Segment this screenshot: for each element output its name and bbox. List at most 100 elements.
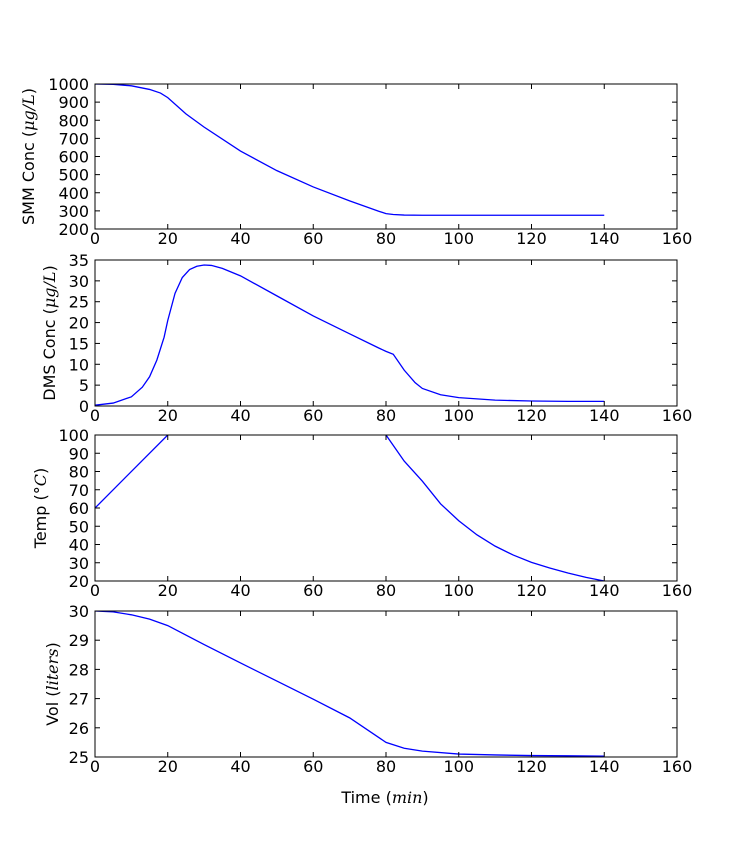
temp-xtick-label: 140 (589, 581, 620, 600)
temp-ytick-label: 70 (69, 481, 89, 500)
dms-ytick-label: 35 (69, 251, 89, 270)
dms-ytick-label: 30 (69, 272, 89, 291)
dms-ytick-label: 10 (69, 355, 89, 374)
temp-xtick-label: 0 (90, 581, 100, 600)
temp-ylabel-text: Temp (31, 506, 50, 550)
smm-ytick-label: 500 (58, 166, 89, 185)
temp-series-line-1 (385, 435, 605, 581)
smm-xtick-label: 140 (589, 229, 620, 248)
smm-plot-frame (94, 83, 678, 230)
temp-ytick-label: 60 (69, 499, 89, 518)
dms-xtick-label: 80 (376, 406, 396, 425)
smm-ytick-label: 700 (58, 129, 89, 148)
vol-xtick-label: 40 (230, 757, 250, 776)
temp-xtick-label: 80 (376, 581, 396, 600)
vol-series-line-0 (95, 611, 605, 757)
vol-xlabel-text: Time (340, 788, 380, 807)
dms-xtick-label: 20 (158, 406, 178, 425)
vol-ytick-label: 27 (69, 690, 89, 709)
smm-ylabel-unit: μg/L (19, 94, 38, 131)
smm-panel: 0 20 40 60 80 100 120 140 160 2003004005006007008… (19, 75, 693, 248)
smm-xtick-label: 100 (443, 229, 474, 248)
vol-ytick-label: 26 (69, 719, 89, 738)
smm-ytick-label: 300 (58, 202, 89, 221)
vol-xlabel-paren-close: ) (422, 788, 428, 807)
vol-xtick-label: 100 (443, 757, 474, 776)
smm-xtick-label: 60 (303, 229, 323, 248)
temp-ytick-label: 90 (69, 444, 89, 463)
vol-xlabel-paren-open: ( (380, 788, 391, 807)
temp-xtick-label: 160 (662, 581, 693, 600)
vol-ylabel-paren-open: ( (43, 690, 62, 701)
dms-xtick-label: 120 (516, 406, 547, 425)
dms-ylabel-paren-close: ) (40, 265, 59, 271)
vol-xtick-label: 60 (303, 757, 323, 776)
temp-ytick-label: 30 (69, 554, 89, 573)
smm-ytick-label: 200 (58, 220, 89, 239)
dms-xtick-label: 0 (90, 406, 100, 425)
vol-ytick-label: 30 (69, 602, 89, 621)
smm-ytick-label: 600 (58, 148, 89, 167)
dms-ylabel-text: DMS Conc (40, 319, 59, 400)
dms-xtick-label: 40 (230, 406, 250, 425)
vol-xtick-label: 0 (90, 757, 100, 776)
dms-ytick-label: 0 (79, 397, 89, 416)
temp-ylabel: Temp (°C) (31, 468, 50, 549)
dms-ylabel-paren-open: ( (40, 308, 59, 319)
smm-ytick-label: 800 (58, 111, 89, 130)
temp-ylabel-unit: °C (31, 474, 50, 494)
vol-ytick-label: 28 (69, 660, 89, 679)
temp-ylabel-paren-close: ) (31, 468, 50, 474)
temp-series-line-0 (95, 435, 169, 509)
dms-xtick-label: 160 (662, 406, 693, 425)
vol-xtick-label: 20 (158, 757, 178, 776)
vol-ytick-label: 25 (69, 748, 89, 767)
smm-xtick-label: 0 (90, 229, 100, 248)
temp-xtick-label: 60 (303, 581, 323, 600)
vol-xtick-label: 140 (589, 757, 620, 776)
temp-xtick-label: 120 (516, 581, 547, 600)
vol-ytick-label: 29 (69, 631, 89, 650)
smm-ytick-label: 1000 (48, 75, 89, 94)
vol-xlabel-unit: min (392, 788, 423, 807)
vol-ylabel-unit: liters (43, 648, 62, 690)
temp-xtick-label: 100 (443, 581, 474, 600)
smm-ytick-label: 400 (58, 184, 89, 203)
dms-plot-frame (94, 259, 678, 407)
dms-xtick-label: 60 (303, 406, 323, 425)
temp-ytick-label: 80 (69, 463, 89, 482)
temp-ytick-label: 20 (69, 572, 89, 591)
smm-ylabel: SMM Conc (μg/L) (19, 88, 38, 225)
temp-ytick-label: 100 (58, 426, 89, 445)
dms-ylabel: DMS Conc (μg/L) (40, 265, 59, 401)
temp-xtick-label: 20 (158, 581, 178, 600)
vol-xtick-label: 160 (662, 757, 693, 776)
smm-xtick-label: 80 (376, 229, 396, 248)
temp-ylabel-paren-open: ( (31, 494, 50, 505)
vol-ylabel-paren-close: ) (43, 642, 62, 648)
vol-xlabel: Time (min) (340, 788, 428, 807)
smm-ylabel-paren-open: ( (19, 131, 38, 142)
smm-xtick-label: 40 (230, 229, 250, 248)
smm-ylabel-paren-close: ) (19, 88, 38, 94)
smm-ylabel-text: SMM Conc (19, 142, 38, 225)
temp-xtick-label: 40 (230, 581, 250, 600)
smm-ytick-label: 900 (58, 93, 89, 112)
smm-series-line-0 (95, 84, 605, 216)
vol-ylabel-text: Vol (43, 702, 62, 726)
temp-plot-frame (94, 434, 678, 582)
dms-ytick-label: 15 (69, 334, 89, 353)
vol-ylabel: Vol (liters) (43, 642, 62, 726)
smm-xtick-label: 120 (516, 229, 547, 248)
smm-xtick-label: 20 (158, 229, 178, 248)
dms-xtick-label: 100 (443, 406, 474, 425)
vol-xtick-label: 80 (376, 757, 396, 776)
temp-ytick-label: 40 (69, 536, 89, 555)
smm-xtick-label: 160 (662, 229, 693, 248)
temp-panel: 0 20 40 60 80 100 120 140 1602030405060708090100… (31, 426, 693, 600)
dms-ytick-label: 25 (69, 293, 89, 312)
temp-ytick-label: 50 (69, 517, 89, 536)
